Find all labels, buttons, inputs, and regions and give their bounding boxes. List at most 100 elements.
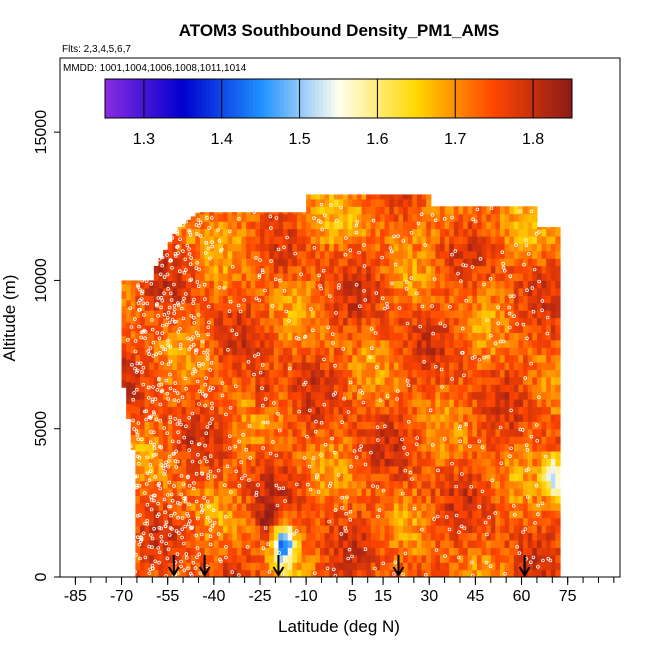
heatmap-cell <box>324 547 330 556</box>
heatmap-cell <box>356 532 363 541</box>
heatmap-cell <box>518 502 524 511</box>
heatmap-cell <box>486 332 492 341</box>
heatmap-cell <box>467 428 473 437</box>
sample-marker <box>194 223 199 227</box>
heatmap-cell <box>467 510 473 519</box>
heatmap-cell <box>523 465 529 474</box>
heatmap-cell <box>163 450 169 459</box>
heatmap-cell <box>255 413 261 422</box>
heatmap-cell <box>264 243 270 252</box>
heatmap-cell <box>393 250 400 259</box>
heatmap-cell <box>149 510 155 519</box>
heatmap-cell <box>200 317 206 326</box>
heatmap-cell <box>278 324 284 333</box>
heatmap-cell <box>269 324 275 333</box>
heatmap-cell <box>518 384 524 393</box>
heatmap-cell <box>343 295 349 304</box>
heatmap-cell <box>195 510 201 519</box>
heatmap-cell <box>255 265 261 274</box>
heatmap-cell <box>435 532 441 541</box>
heatmap-cell <box>260 488 266 497</box>
heatmap-cell <box>440 421 446 430</box>
heatmap-cell <box>130 353 136 362</box>
heatmap-cell <box>509 243 515 252</box>
heatmap-cell <box>186 399 192 408</box>
heatmap-cell <box>398 243 404 252</box>
heatmap-cell <box>343 554 349 563</box>
heatmap-cell <box>550 547 556 556</box>
heatmap-cell <box>176 273 183 282</box>
sample-marker <box>168 420 173 424</box>
heatmap-cell <box>186 413 192 422</box>
heatmap-cell <box>260 317 266 326</box>
sample-marker <box>239 460 244 464</box>
heatmap-cell <box>241 250 247 259</box>
heatmap-cell <box>236 265 243 274</box>
heatmap-cell <box>338 347 344 356</box>
heatmap-cell <box>223 539 229 548</box>
heatmap-cell <box>204 376 210 385</box>
heatmap-cell <box>412 450 418 459</box>
heatmap-cell <box>555 428 561 437</box>
heatmap-cell <box>361 502 367 511</box>
heatmap-cell <box>200 480 206 489</box>
heatmap-cell <box>375 525 381 534</box>
heatmap-cell <box>467 265 473 274</box>
heatmap-cell <box>227 488 233 497</box>
heatmap-cell <box>523 235 529 244</box>
heatmap-cell <box>264 212 270 215</box>
heatmap-cell <box>223 302 229 311</box>
heatmap-cell <box>329 488 335 497</box>
heatmap-cell <box>389 361 395 370</box>
heatmap-cell <box>375 384 381 393</box>
heatmap-cell <box>393 317 400 326</box>
heatmap-cell <box>260 273 266 282</box>
heatmap-cell <box>209 243 215 252</box>
heatmap-cell <box>426 399 432 408</box>
heatmap-cell <box>195 273 201 282</box>
heatmap-cell <box>338 354 344 363</box>
heatmap-cell <box>287 280 293 289</box>
heatmap-cell <box>398 443 404 452</box>
heatmap-cell <box>523 324 529 333</box>
heatmap-cell <box>504 324 510 333</box>
heatmap-cell <box>310 332 316 341</box>
heatmap-cell <box>495 258 501 267</box>
heatmap-cell <box>412 495 418 504</box>
heatmap-cell <box>527 443 533 452</box>
heatmap-cell <box>426 339 432 348</box>
heatmap-cell <box>278 517 284 526</box>
heatmap-cell <box>223 525 229 534</box>
heatmap-cell <box>523 517 529 526</box>
heatmap-cell <box>163 525 169 534</box>
heatmap-cell <box>398 198 404 207</box>
heatmap-cell <box>296 332 303 341</box>
heatmap-cell <box>444 369 450 378</box>
heatmap-cell <box>223 562 229 571</box>
heatmap-cell <box>476 547 483 556</box>
sample-marker <box>450 461 454 466</box>
heatmap-cell <box>416 458 423 467</box>
heatmap-cell <box>264 221 270 230</box>
heatmap-cell <box>223 228 229 237</box>
heatmap-cell <box>463 302 469 311</box>
heatmap-cell <box>490 354 496 363</box>
heatmap-cell <box>260 510 266 519</box>
sample-marker <box>325 566 330 571</box>
heatmap-cell <box>338 554 344 563</box>
heatmap-cell <box>186 450 192 459</box>
heatmap-cell <box>158 376 164 385</box>
heatmap-cell <box>403 525 409 534</box>
heatmap-cell <box>476 347 483 356</box>
heatmap-cell <box>495 250 501 259</box>
heatmap-cell <box>375 517 381 526</box>
heatmap-cell <box>412 376 418 385</box>
heatmap-cell <box>453 235 460 244</box>
heatmap-cell <box>130 345 136 354</box>
sample-marker <box>469 484 474 489</box>
heatmap-cell <box>490 228 496 237</box>
heatmap-cell <box>255 443 261 452</box>
heatmap-cell <box>347 495 353 504</box>
heatmap-cell <box>292 391 298 400</box>
heatmap-cell <box>352 250 358 259</box>
